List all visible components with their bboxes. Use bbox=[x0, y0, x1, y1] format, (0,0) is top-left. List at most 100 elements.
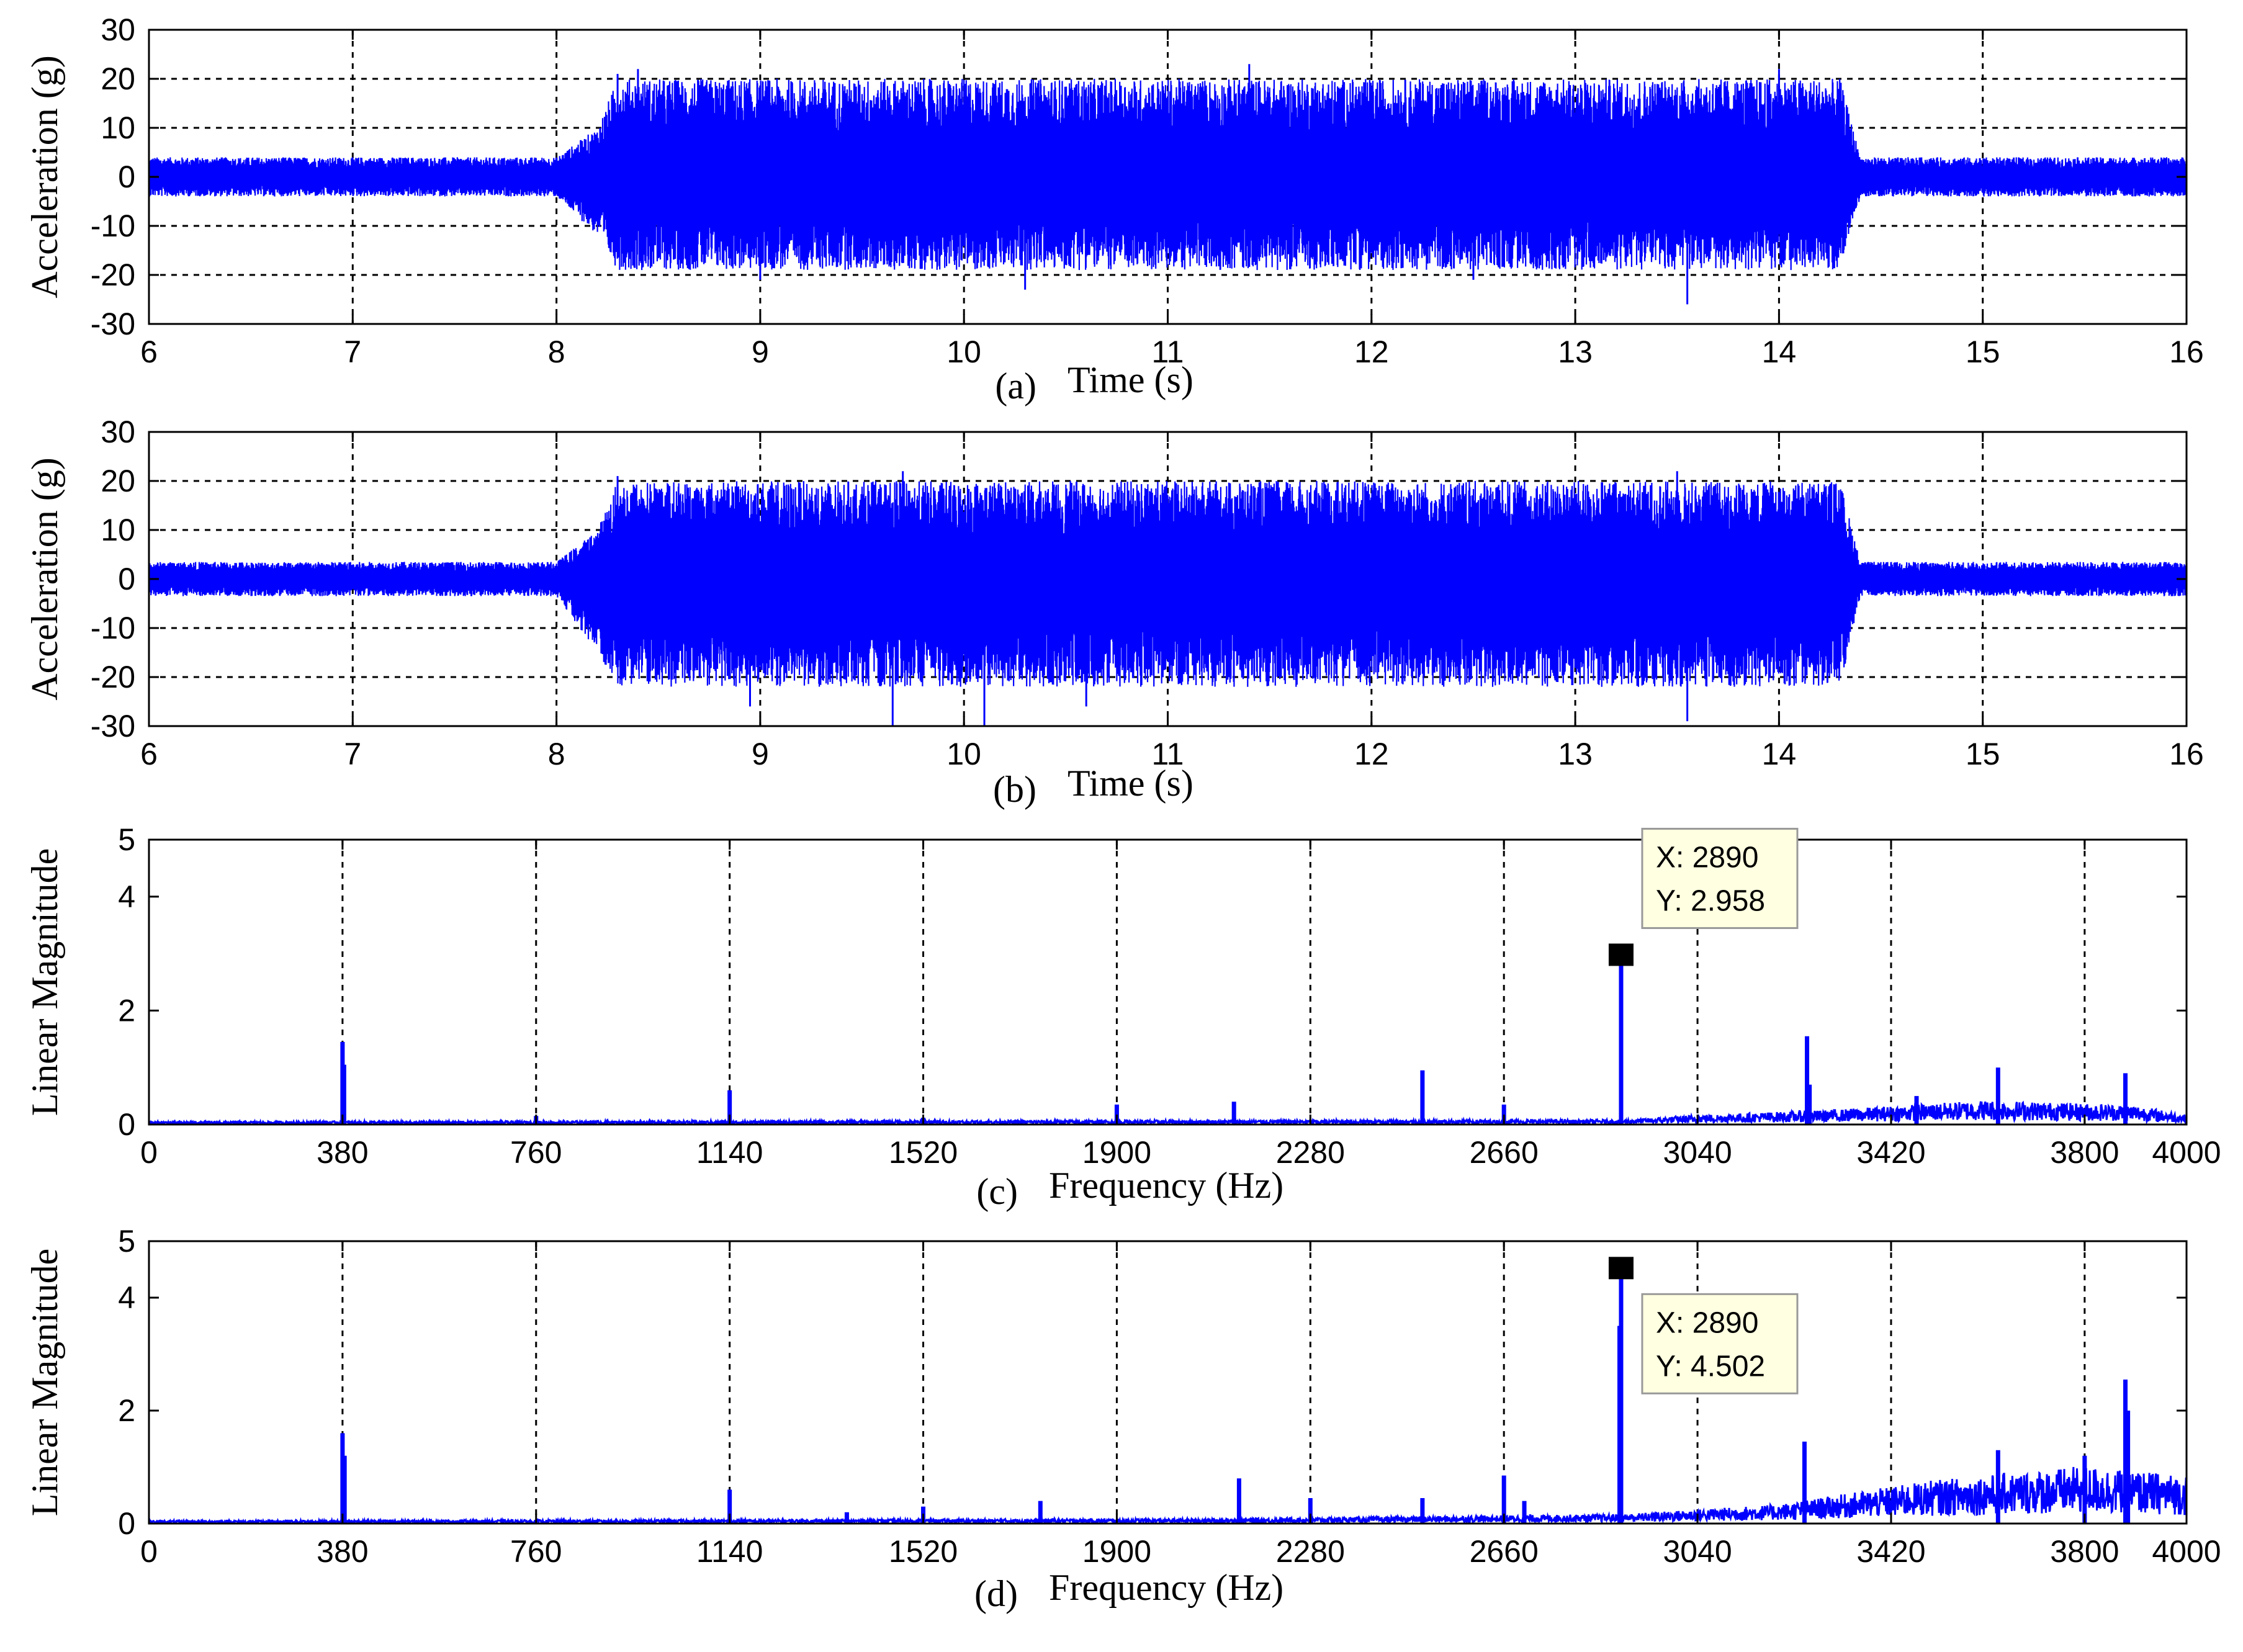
y-axis-label: Acceleration (g) bbox=[24, 457, 65, 700]
x-tick-label: 2660 bbox=[1470, 1135, 1539, 1170]
x-tick-label: 11 bbox=[1152, 737, 1184, 771]
x-tick-label: 13 bbox=[1558, 334, 1593, 369]
grid bbox=[341, 1241, 2086, 1524]
signal-trace bbox=[149, 78, 2187, 271]
datatip: X: 2890 Y: 2.958 bbox=[1608, 827, 1799, 966]
x-tick-label: 10 bbox=[946, 334, 981, 369]
x-tick-label: 1140 bbox=[696, 1135, 763, 1170]
y-tick-label: 2 bbox=[118, 993, 135, 1028]
x-tick-label: 12 bbox=[1354, 334, 1389, 369]
axes-frame bbox=[148, 838, 2188, 1126]
x-tick-label: 1900 bbox=[1082, 1534, 1151, 1569]
spectrum-floor bbox=[149, 1100, 2187, 1125]
x-tick-label: 6 bbox=[140, 334, 158, 369]
y-axis-label: Linear Magnitude bbox=[24, 1249, 65, 1517]
panel-caption: (c) bbox=[976, 1171, 1018, 1212]
y-tick-label: 5 bbox=[118, 1224, 135, 1259]
x-tick-label: 2280 bbox=[1276, 1135, 1345, 1170]
y-tick-label: -30 bbox=[91, 307, 135, 341]
x-tick-label: 15 bbox=[1966, 737, 2000, 771]
x-tick-label: 4000 bbox=[2152, 1534, 2221, 1569]
x-tick-label: 1140 bbox=[696, 1534, 763, 1569]
x-tick-label: 16 bbox=[2169, 737, 2204, 771]
y-tick-label: 2 bbox=[118, 1393, 135, 1428]
x-tick-label: 15 bbox=[1966, 334, 2000, 369]
x-tick-label: 16 bbox=[2169, 334, 2204, 369]
panel-caption: (b) bbox=[993, 769, 1036, 810]
x-tick-label: 7 bbox=[344, 334, 361, 369]
x-tick-label: 12 bbox=[1354, 737, 1389, 771]
ticks: 6 7 8 9 10 11 12 13 14 15 16 30 20 10 0 -10 -20 -30 bbox=[91, 415, 2204, 771]
datatip: X: 2890 Y: 4.502 bbox=[1608, 1257, 1799, 1394]
series-signal bbox=[149, 64, 2187, 305]
y-axis-label: Acceleration (g) bbox=[24, 55, 65, 298]
datatip-y-text: Y: 4.502 bbox=[1656, 1350, 1765, 1383]
y-tick-label: -10 bbox=[91, 209, 135, 243]
x-tick-label: 14 bbox=[1762, 737, 1797, 771]
x-tick-label: 1520 bbox=[889, 1135, 958, 1170]
x-axis-label: Time (s) bbox=[1068, 359, 1193, 400]
panel-b: 6 7 8 9 10 11 12 13 14 15 16 30 20 10 0 -10 -20 -30 (b) Tim… bbox=[24, 415, 2204, 810]
x-tick-label: 2660 bbox=[1470, 1534, 1539, 1569]
y-tick-label: 0 bbox=[118, 1107, 135, 1142]
plot-area bbox=[149, 840, 2187, 1125]
x-tick-label: 0 bbox=[140, 1534, 158, 1569]
y-tick-label: 4 bbox=[118, 1280, 135, 1315]
y-tick-label: -30 bbox=[91, 709, 135, 743]
panel-d: 0 380 760 1140 1520 1900 2280 2660 3040 3420 3800 4… bbox=[24, 1224, 2221, 1614]
panel-a: 6 7 8 9 10 11 12 13 14 15 16 30 20 10 0 -10 -20 -30 (a) Tim… bbox=[24, 12, 2204, 406]
y-tick-label: 4 bbox=[118, 879, 135, 914]
x-tick-label: 6 bbox=[140, 737, 158, 771]
y-tick-label: 10 bbox=[101, 513, 135, 547]
ticks: 0 380 760 1140 1520 1900 2280 2660 3040 3420 3800 4… bbox=[118, 822, 2221, 1170]
y-tick-label: 30 bbox=[101, 12, 135, 47]
x-tick-label: 1520 bbox=[889, 1534, 958, 1569]
signal-trace bbox=[149, 480, 2187, 687]
x-tick-label: 3040 bbox=[1663, 1534, 1732, 1569]
y-tick-label: 20 bbox=[101, 464, 135, 498]
x-tick-label: 11 bbox=[1152, 334, 1184, 369]
x-tick-label: 2280 bbox=[1276, 1534, 1345, 1569]
spectrum-floor bbox=[149, 1466, 2187, 1524]
x-tick-label: 380 bbox=[317, 1534, 368, 1569]
x-tick-label: 760 bbox=[510, 1135, 562, 1170]
x-tick-label: 14 bbox=[1762, 334, 1797, 369]
y-tick-label: -10 bbox=[91, 611, 135, 645]
y-tick-label: 20 bbox=[101, 61, 135, 96]
x-tick-label: 3800 bbox=[2050, 1534, 2119, 1569]
plot-area bbox=[149, 1241, 2187, 1524]
x-tick-label: 3040 bbox=[1663, 1135, 1732, 1170]
x-tick-label: 7 bbox=[344, 737, 361, 771]
x-tick-label: 3420 bbox=[1856, 1135, 1925, 1170]
x-tick-label: 4000 bbox=[2152, 1135, 2221, 1170]
datatip-x-text: X: 2890 bbox=[1656, 1306, 1758, 1339]
x-tick-label: 13 bbox=[1558, 737, 1593, 771]
x-tick-label: 1900 bbox=[1082, 1135, 1151, 1170]
datatip-marker bbox=[1608, 1257, 1634, 1280]
x-tick-label: 0 bbox=[140, 1135, 158, 1170]
panel-c: 0 380 760 1140 1520 1900 2280 2660 3040 3420 3800 4… bbox=[24, 822, 2221, 1212]
y-tick-label: -20 bbox=[91, 258, 135, 292]
series-signal bbox=[149, 471, 2187, 726]
datatip-box bbox=[1641, 1293, 1799, 1394]
panel-caption: (a) bbox=[995, 366, 1036, 406]
datatip-marker bbox=[1608, 943, 1634, 966]
x-tick-label: 3800 bbox=[2050, 1135, 2119, 1170]
datatip-box bbox=[1641, 827, 1799, 929]
axes-frame bbox=[148, 1240, 2188, 1525]
x-tick-label: 380 bbox=[317, 1135, 368, 1170]
y-tick-label: 5 bbox=[118, 822, 135, 857]
y-tick-label: 0 bbox=[118, 562, 135, 596]
y-tick-label: 0 bbox=[118, 1506, 135, 1541]
x-tick-label: 760 bbox=[510, 1534, 562, 1569]
y-tick-label: 30 bbox=[101, 415, 135, 449]
x-tick-label: 10 bbox=[946, 737, 981, 771]
y-axis-label: Linear Magnitude bbox=[24, 848, 65, 1116]
y-tick-label: -20 bbox=[91, 660, 135, 694]
ticks: 6 7 8 9 10 11 12 13 14 15 16 30 20 10 0 -10 -20 -30 bbox=[91, 12, 2204, 369]
x-tick-label: 8 bbox=[548, 737, 565, 771]
y-tick-label: 10 bbox=[101, 110, 135, 145]
x-tick-label: 9 bbox=[752, 334, 769, 369]
panel-caption: (d) bbox=[974, 1573, 1018, 1614]
